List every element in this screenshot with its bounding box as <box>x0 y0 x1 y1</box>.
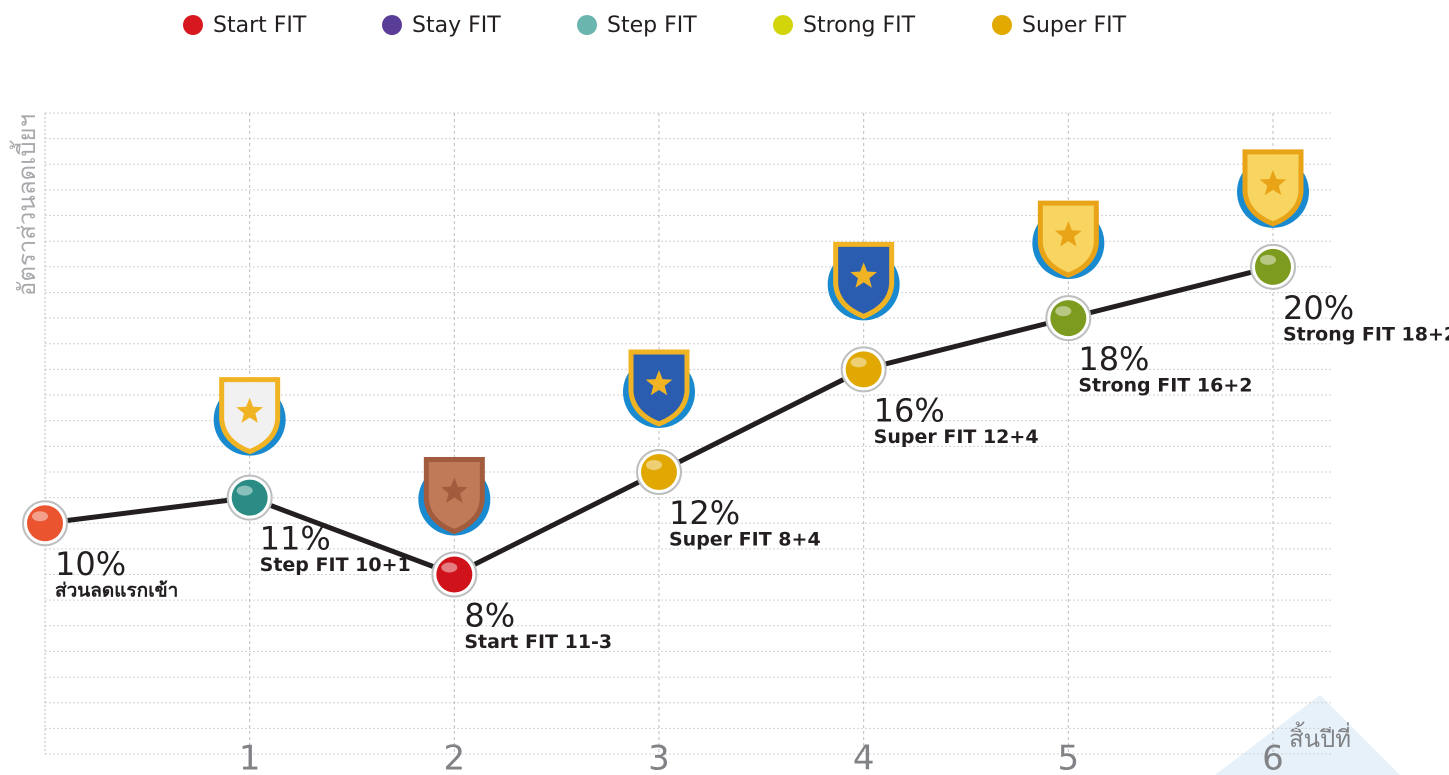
point-label: ส่วนลดแรกเข้า <box>55 580 178 602</box>
point-shine <box>32 511 48 521</box>
x-tick-label: 6 <box>1262 739 1284 775</box>
value-label: 10% <box>55 545 126 583</box>
point <box>27 505 63 541</box>
x-tick-label: 2 <box>444 739 466 775</box>
legend-label: Stay FIT <box>412 13 501 38</box>
point-label: Strong FIT 18+2 <box>1283 323 1449 345</box>
x-tick-label: 3 <box>648 739 670 775</box>
value-label: 8% <box>464 597 515 635</box>
chart: อัตราส่วนลดเบี้ยฯ สิ้นปีที่ Start FIT Sta… <box>0 0 1449 775</box>
legend-swatch <box>773 15 793 35</box>
point-shine <box>1055 306 1071 316</box>
x-tick-label: 4 <box>853 739 875 775</box>
legend-swatch <box>183 15 203 35</box>
point <box>1050 300 1086 336</box>
point <box>641 454 677 490</box>
point-label: Super FIT 8+4 <box>669 528 821 550</box>
value-label: 18% <box>1078 340 1149 378</box>
point <box>1255 249 1291 285</box>
point-label: Super FIT 12+4 <box>874 426 1039 448</box>
value-label: 12% <box>669 494 740 532</box>
point-shine <box>646 460 662 470</box>
legend-label: Strong FIT <box>803 13 916 38</box>
point <box>232 480 268 516</box>
legend-swatch <box>382 15 402 35</box>
point <box>436 557 472 593</box>
point-label: Step FIT 10+1 <box>260 554 411 576</box>
point-shine <box>1260 255 1276 265</box>
point-label: Strong FIT 16+2 <box>1078 375 1252 397</box>
legend-label: Super FIT <box>1022 13 1127 38</box>
x-tick-label: 5 <box>1058 739 1080 775</box>
y-axis-title: อัตราส่วนลดเบี้ยฯ <box>9 114 41 296</box>
value-label: 16% <box>874 391 945 429</box>
x-tick-label: 1 <box>239 739 261 775</box>
legend-swatch <box>992 15 1012 35</box>
value-label: 20% <box>1283 289 1354 327</box>
value-label: 11% <box>260 520 331 558</box>
point-label: Start FIT 11-3 <box>464 631 612 653</box>
point-shine <box>441 563 457 573</box>
legend-swatch <box>577 15 597 35</box>
point-shine <box>851 357 867 367</box>
point <box>846 351 882 387</box>
point-shine <box>237 486 253 496</box>
legend-label: Start FIT <box>213 13 307 38</box>
legend-label: Step FIT <box>607 13 697 38</box>
page: {"chart_data": { "type": "line", "legend… <box>0 0 1449 775</box>
x-axis-title: สิ้นปีที่ <box>1289 721 1351 753</box>
